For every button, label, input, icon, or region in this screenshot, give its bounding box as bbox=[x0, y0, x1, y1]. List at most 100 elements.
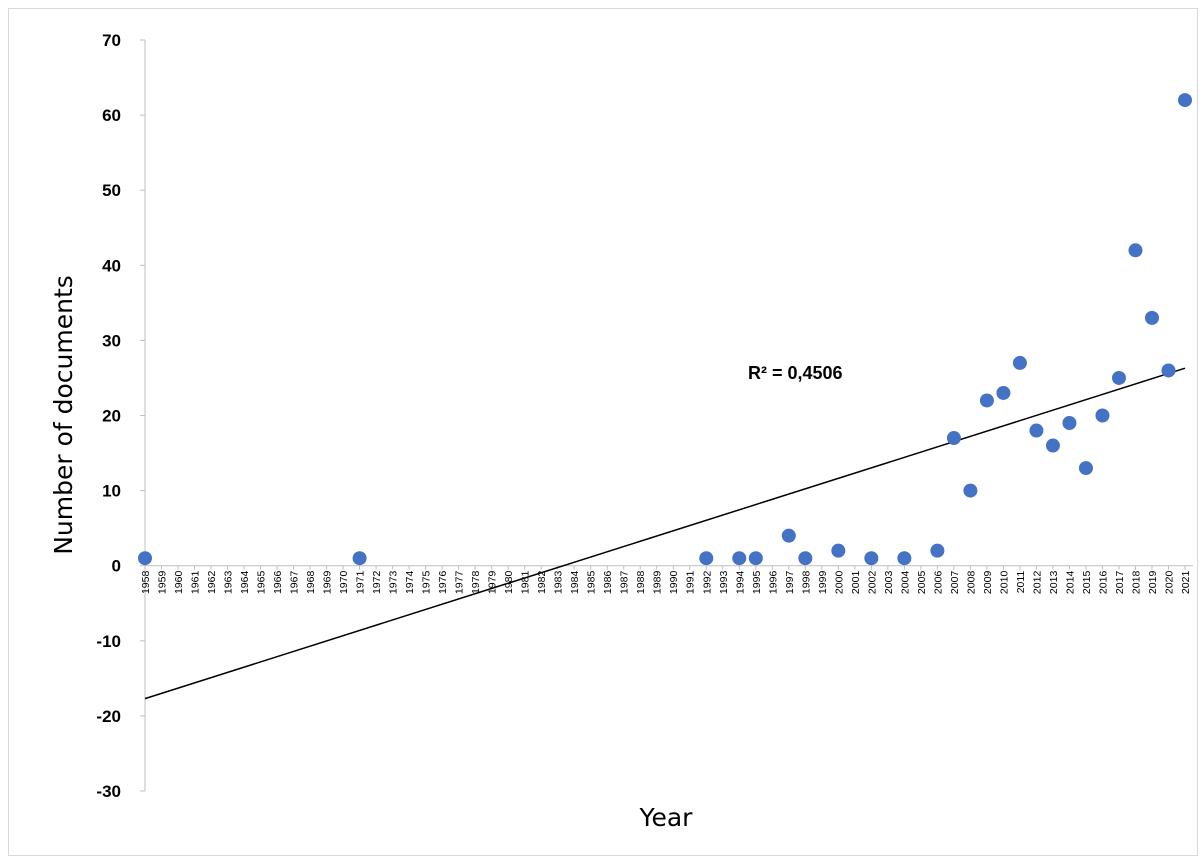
x-tick-label: 1973 bbox=[388, 571, 400, 595]
x-tick-label: 1986 bbox=[602, 571, 614, 595]
x-tick-label: 2009 bbox=[982, 571, 994, 595]
data-point bbox=[1144, 310, 1159, 325]
data-point bbox=[1045, 438, 1060, 453]
x-tick-label: 1962 bbox=[206, 571, 218, 595]
data-point bbox=[831, 543, 846, 558]
data-point bbox=[1128, 243, 1143, 258]
data-point bbox=[1095, 408, 1110, 423]
data-point bbox=[732, 551, 747, 566]
y-tick-label: 20 bbox=[102, 407, 121, 426]
r-squared-annotation: R² = 0,4506 bbox=[748, 363, 843, 383]
chart-frame bbox=[8, 8, 1198, 856]
x-tick-label: 1999 bbox=[817, 571, 829, 595]
data-point bbox=[897, 551, 912, 566]
x-tick-label: 1989 bbox=[652, 571, 664, 595]
y-tick-label: 30 bbox=[102, 331, 121, 350]
x-tick-label: 2003 bbox=[883, 571, 895, 595]
data-point bbox=[352, 551, 367, 566]
x-tick-label: 2018 bbox=[1130, 571, 1142, 595]
data-point bbox=[748, 551, 763, 566]
x-tick-label: 1960 bbox=[173, 571, 185, 595]
x-tick-label: 2010 bbox=[998, 571, 1010, 595]
data-point bbox=[946, 431, 961, 446]
data-point bbox=[781, 528, 796, 543]
y-tick-label: 50 bbox=[102, 181, 121, 200]
data-point bbox=[699, 551, 714, 566]
x-tick-label: 2012 bbox=[1031, 571, 1043, 595]
y-tick-label: -20 bbox=[96, 707, 121, 726]
x-tick-label: 2001 bbox=[850, 571, 862, 595]
data-point bbox=[798, 551, 813, 566]
data-point bbox=[1178, 93, 1192, 108]
x-tick-label: 2019 bbox=[1147, 571, 1159, 595]
x-tick-label: 2002 bbox=[866, 571, 878, 595]
data-points bbox=[138, 93, 1192, 566]
x-tick-label: 1963 bbox=[223, 571, 235, 595]
x-tick-label: 1997 bbox=[784, 571, 796, 595]
x-tick-label: 1969 bbox=[322, 571, 334, 595]
x-tick-label: 1992 bbox=[701, 571, 713, 595]
y-axis-title: Number of documents bbox=[49, 275, 78, 555]
data-point bbox=[930, 543, 945, 558]
x-tick-label: 1959 bbox=[157, 571, 169, 595]
trendline-group bbox=[144, 367, 1186, 700]
x-tick-label: 1988 bbox=[635, 571, 647, 595]
x-tick-label: 1978 bbox=[470, 571, 482, 595]
x-tick-label: 1971 bbox=[355, 571, 367, 595]
data-point bbox=[979, 393, 994, 408]
x-tick-label: 1961 bbox=[190, 571, 202, 595]
x-tick-label: 1995 bbox=[751, 571, 763, 595]
x-tick-label: 1990 bbox=[668, 571, 680, 595]
x-tick-label: 1984 bbox=[569, 571, 581, 595]
linear-trendline bbox=[144, 367, 1186, 700]
y-tick-label: 0 bbox=[112, 557, 121, 576]
data-point bbox=[1161, 363, 1176, 378]
data-point bbox=[138, 551, 152, 566]
x-tick-label: 2015 bbox=[1081, 571, 1093, 595]
y-tick-label: 40 bbox=[102, 256, 121, 275]
x-tick-label: 2005 bbox=[916, 571, 928, 595]
x-tick-label: 1968 bbox=[305, 571, 317, 595]
x-tick-label: 2011 bbox=[1015, 571, 1027, 594]
x-tick-label: 2007 bbox=[949, 571, 961, 595]
x-tick-label: 1964 bbox=[239, 571, 251, 595]
data-point bbox=[1062, 416, 1077, 431]
x-tick-label: 1958 bbox=[140, 571, 152, 595]
x-tick-label: 1977 bbox=[454, 571, 466, 595]
x-tick-label: 1966 bbox=[272, 571, 284, 595]
x-tick-label: 1975 bbox=[421, 571, 433, 595]
x-tick-label: 1976 bbox=[437, 571, 449, 595]
data-point bbox=[1029, 423, 1044, 438]
x-tick-label: 1979 bbox=[487, 571, 499, 595]
x-tick-label: 1981 bbox=[520, 571, 532, 595]
y-tick-label: -30 bbox=[96, 782, 121, 801]
x-axis: 1958 1959 1960 1961 1962 1963 1964 1965 1966 1967… bbox=[140, 565, 1193, 595]
x-tick-label: 2013 bbox=[1048, 571, 1060, 595]
x-tick-label: 1982 bbox=[536, 571, 548, 595]
x-tick-label: 1965 bbox=[256, 571, 268, 595]
x-tick-label: 2021 bbox=[1180, 571, 1192, 595]
x-tick-label: 2014 bbox=[1064, 571, 1076, 595]
x-tick-label: 1991 bbox=[685, 571, 697, 595]
x-tick-label: 2000 bbox=[833, 571, 845, 595]
x-tick-label: 1996 bbox=[767, 571, 779, 595]
x-tick-label: 1972 bbox=[371, 571, 383, 595]
x-tick-label: 1998 bbox=[800, 571, 812, 595]
y-tick-label: -10 bbox=[96, 632, 121, 651]
x-axis-title: Year bbox=[639, 803, 694, 832]
data-point bbox=[1111, 370, 1126, 385]
data-point bbox=[864, 551, 879, 566]
x-tick-label: 1985 bbox=[586, 571, 598, 595]
x-tick-label: 2017 bbox=[1114, 571, 1126, 595]
x-tick-label: 1987 bbox=[619, 571, 631, 595]
data-point bbox=[1012, 355, 1027, 370]
x-tick-label: 1970 bbox=[338, 571, 350, 595]
y-tick-label: 10 bbox=[102, 482, 121, 501]
data-point bbox=[1078, 461, 1093, 476]
x-tick-label: 2004 bbox=[899, 571, 911, 595]
x-tick-label: 2020 bbox=[1163, 571, 1175, 595]
data-point bbox=[996, 385, 1011, 400]
x-tick-label: 2008 bbox=[965, 571, 977, 595]
x-tick-label: 2016 bbox=[1097, 571, 1109, 595]
